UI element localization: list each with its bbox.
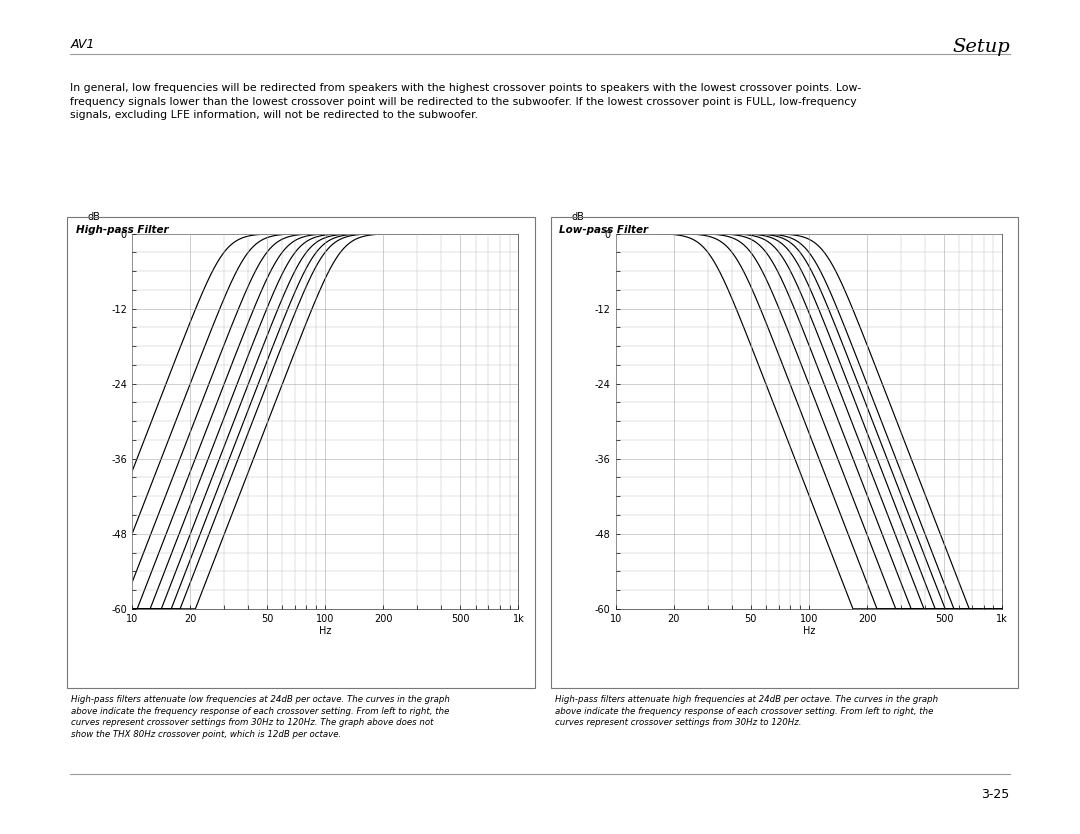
Text: dB: dB: [571, 213, 584, 222]
Text: dB: dB: [87, 213, 100, 222]
Text: High-pass filters attenuate high frequencies at 24dB per octave. The curves in t: High-pass filters attenuate high frequen…: [555, 695, 939, 727]
Text: AV1: AV1: [70, 38, 95, 51]
Text: High-pass filters attenuate low frequencies at 24dB per octave. The curves in th: High-pass filters attenuate low frequenc…: [71, 695, 450, 739]
X-axis label: Hz: Hz: [802, 626, 815, 636]
Text: 3-25: 3-25: [982, 788, 1010, 801]
X-axis label: Hz: Hz: [319, 626, 332, 636]
Text: Low-pass Filter: Low-pass Filter: [559, 225, 649, 235]
Text: In general, low frequencies will be redirected from speakers with the highest cr: In general, low frequencies will be redi…: [70, 83, 862, 120]
Text: High-pass Filter: High-pass Filter: [76, 225, 168, 235]
Text: Setup: Setup: [953, 38, 1010, 56]
